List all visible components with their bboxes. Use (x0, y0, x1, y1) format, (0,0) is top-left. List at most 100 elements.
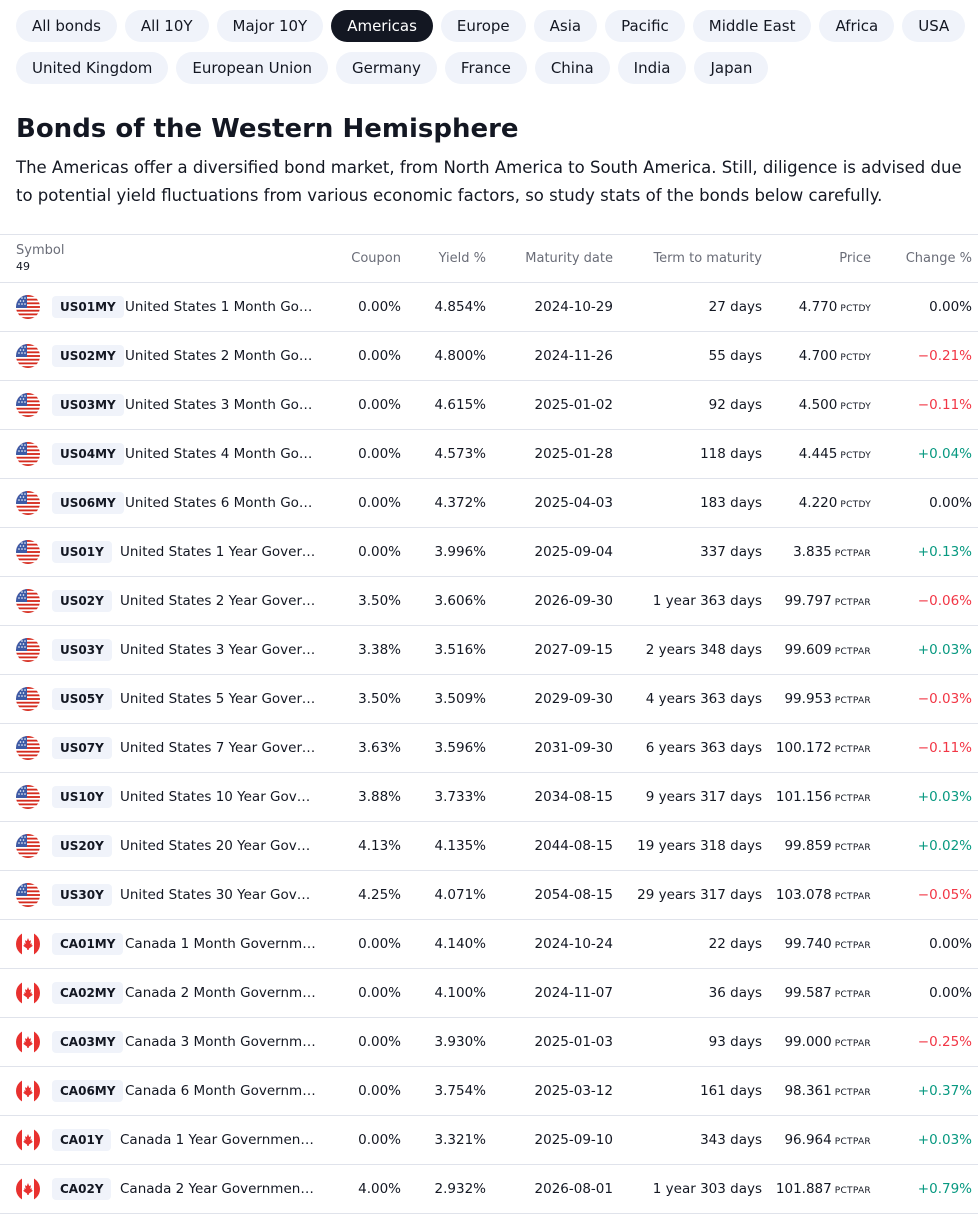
bond-ticker[interactable]: CA01Y (52, 1129, 112, 1151)
us-flag-icon (16, 736, 40, 760)
table-row[interactable]: US30Y United States 30 Year Gover... 4.25%… (0, 871, 978, 920)
bond-ticker[interactable]: CA06MY (52, 1080, 124, 1102)
bond-ticker[interactable]: US03MY (52, 394, 124, 416)
price-value: 101.156 (775, 789, 832, 805)
table-row[interactable]: CA01Y Canada 1 Year Government ... 0.00% 3.… (0, 1116, 978, 1165)
bond-name[interactable]: United States 4 Month Gove... (125, 446, 318, 462)
filter-chip-pacific[interactable]: Pacific (605, 10, 685, 42)
table-row[interactable]: US07Y United States 7 Year Govern... 3.63%… (0, 724, 978, 773)
filter-chip-americas[interactable]: Americas (331, 10, 433, 42)
us-flag-icon (16, 883, 40, 907)
bond-ticker[interactable]: US30Y (52, 884, 112, 906)
table-row[interactable]: CA02MY Canada 2 Month Governmen... 0.00% 4.… (0, 969, 978, 1018)
bond-ticker[interactable]: US02Y (52, 590, 112, 612)
bond-name[interactable]: Canada 3 Month Governmen... (125, 1034, 318, 1050)
bond-maturity-date: 2054-08-15 (534, 887, 613, 903)
bond-ticker[interactable]: US05Y (52, 688, 112, 710)
price-value: 4.770 (798, 299, 838, 315)
price-value: 99.797 (784, 593, 832, 609)
bond-yield: 2.932% (434, 1181, 486, 1197)
filter-chip-united-kingdom[interactable]: United Kingdom (16, 52, 169, 84)
bond-name[interactable]: United States 6 Month Gove... (125, 495, 318, 511)
bond-ticker[interactable]: US20Y (52, 835, 112, 857)
filter-chip-europe[interactable]: Europe (440, 10, 526, 42)
bond-ticker[interactable]: US01MY (52, 296, 124, 318)
filter-chip-japan[interactable]: Japan (694, 52, 769, 84)
filter-chip-major-10y[interactable]: Major 10Y (216, 10, 324, 42)
bond-name[interactable]: Canada 1 Year Government ... (120, 1132, 318, 1148)
bond-ticker[interactable]: CA03MY (52, 1031, 124, 1053)
bond-ticker[interactable]: US04MY (52, 443, 124, 465)
bond-name[interactable]: United States 1 Year Govern... (120, 544, 318, 560)
bond-name[interactable]: United States 30 Year Gover... (120, 887, 318, 903)
bond-name[interactable]: United States 3 Year Govern... (120, 642, 318, 658)
bond-ticker[interactable]: CA02MY (52, 982, 124, 1004)
bond-change-percent: −0.21% (917, 348, 972, 364)
table-row[interactable]: CA06MY Canada 6 Month Governmen... 0.00% 3.… (0, 1067, 978, 1116)
column-header-price[interactable]: Price (839, 251, 871, 266)
table-row[interactable]: CA03MY Canada 3 Month Governmen... 0.00% 3.… (0, 1018, 978, 1067)
price-unit: PCTDY (840, 304, 871, 314)
filter-chip-germany[interactable]: Germany (335, 52, 437, 84)
table-row[interactable]: US02Y United States 2 Year Govern... 3.50%… (0, 577, 978, 626)
bond-name[interactable]: United States 7 Year Govern... (120, 740, 318, 756)
bond-name[interactable]: Canada 6 Month Governmen... (125, 1083, 318, 1099)
filter-chip-india[interactable]: India (617, 52, 687, 84)
table-row[interactable]: US05Y United States 5 Year Govern... 3.50%… (0, 675, 978, 724)
filter-chip-asia[interactable]: Asia (533, 10, 598, 42)
price-value: 98.361 (784, 1083, 832, 1099)
table-row[interactable]: US06MY United States 6 Month Gove... 0.00%… (0, 479, 978, 528)
price-unit: PCTDY (840, 451, 871, 461)
table-row[interactable]: US10Y United States 10 Year Gover... 3.88%… (0, 773, 978, 822)
table-row[interactable]: US03MY United States 3 Month Gove... 0.00%… (0, 381, 978, 430)
bond-ticker[interactable]: CA01MY (52, 933, 124, 955)
column-header-maturity[interactable]: Maturity date (525, 251, 613, 266)
bond-ticker[interactable]: US06MY (52, 492, 124, 514)
bond-ticker[interactable]: CA02Y (52, 1178, 112, 1200)
bond-name[interactable]: United States 2 Year Govern... (120, 593, 318, 609)
bond-yield: 4.140% (434, 936, 486, 952)
bond-coupon: 3.50% (358, 691, 401, 707)
table-row[interactable]: US20Y United States 20 Year Gover... 4.13%… (0, 822, 978, 871)
filter-chip-usa[interactable]: USA (902, 10, 966, 42)
column-header-symbol[interactable]: Symbol 49 (16, 243, 64, 291)
bond-name[interactable]: Canada 2 Month Governmen... (125, 985, 318, 1001)
bond-yield: 3.596% (434, 740, 486, 756)
table-row[interactable]: US03Y United States 3 Year Govern... 3.38%… (0, 626, 978, 675)
bond-ticker[interactable]: US02MY (52, 345, 124, 367)
table-row[interactable]: CA02Y Canada 2 Year Government ... 4.00% 2.… (0, 1165, 978, 1214)
bond-ticker[interactable]: US01Y (52, 541, 112, 563)
table-row[interactable]: US02MY United States 2 Month Gove... 0.00%… (0, 332, 978, 381)
bond-yield: 3.930% (434, 1034, 486, 1050)
filter-chip-european-union[interactable]: European Union (176, 52, 328, 84)
bond-name[interactable]: United States 3 Month Gove... (125, 397, 318, 413)
filter-chip-all-10y[interactable]: All 10Y (124, 10, 209, 42)
bond-term-to-maturity: 343 days (700, 1132, 762, 1148)
column-header-change[interactable]: Change % (905, 251, 972, 266)
bond-name[interactable]: Canada 2 Year Government ... (120, 1181, 318, 1197)
bond-name[interactable]: United States 1 Month Gove... (125, 299, 318, 315)
bond-term-to-maturity: 118 days (700, 446, 762, 462)
column-header-term[interactable]: Term to maturity (653, 251, 762, 266)
column-header-coupon[interactable]: Coupon (351, 251, 401, 266)
table-body: US01MY United States 1 Month Gove... 0.00%… (0, 283, 978, 1214)
filter-chip-all-bonds[interactable]: All bonds (16, 10, 117, 42)
table-row[interactable]: US01MY United States 1 Month Gove... 0.00%… (0, 283, 978, 332)
bond-name[interactable]: Canada 1 Month Governmen... (125, 936, 318, 952)
bond-name[interactable]: United States 10 Year Gover... (120, 789, 318, 805)
bond-ticker[interactable]: US07Y (52, 737, 112, 759)
table-row[interactable]: CA01MY Canada 1 Month Governmen... 0.00% 4.… (0, 920, 978, 969)
filter-chip-middle-east[interactable]: Middle East (692, 10, 812, 42)
filter-chip-china[interactable]: China (534, 52, 610, 84)
bond-name[interactable]: United States 20 Year Gover... (120, 838, 318, 854)
bond-ticker[interactable]: US03Y (52, 639, 112, 661)
table-row[interactable]: US04MY United States 4 Month Gove... 0.00%… (0, 430, 978, 479)
filter-chip-france[interactable]: France (444, 52, 527, 84)
bond-price: 4.770 PCTDY (760, 283, 871, 331)
bond-name[interactable]: United States 2 Month Gove... (125, 348, 318, 364)
filter-chip-africa[interactable]: Africa (819, 10, 895, 42)
column-header-yield[interactable]: Yield % (438, 251, 486, 266)
table-row[interactable]: US01Y United States 1 Year Govern... 0.00%… (0, 528, 978, 577)
bond-name[interactable]: United States 5 Year Govern... (120, 691, 318, 707)
bond-ticker[interactable]: US10Y (52, 786, 112, 808)
